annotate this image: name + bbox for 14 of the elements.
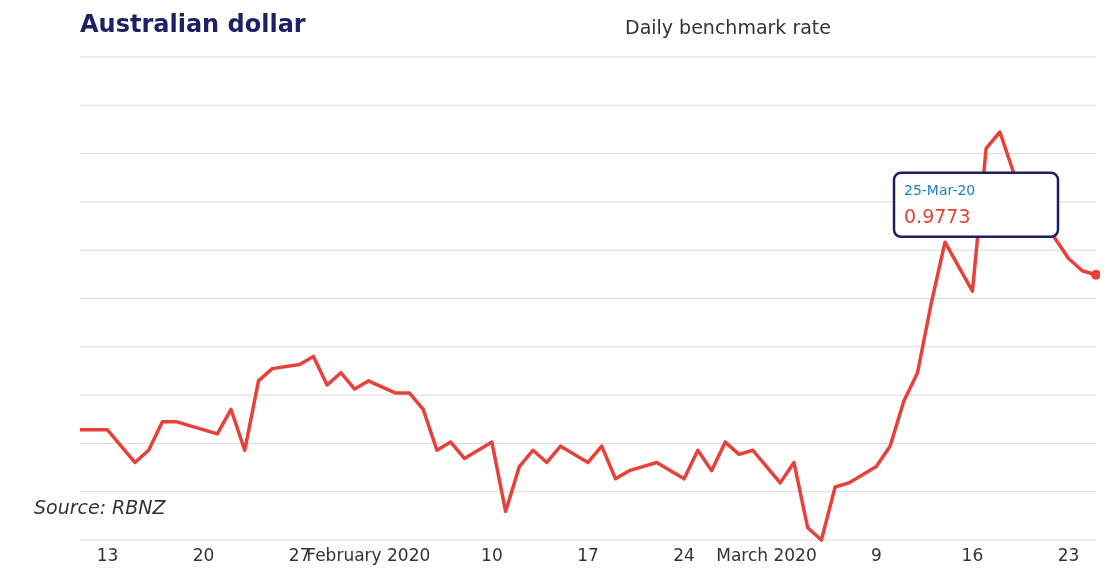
annotation: 25-Mar-20 0.9773: [904, 181, 976, 227]
x-tick-label: 24: [673, 545, 695, 565]
chart-title: Australian dollar: [80, 10, 306, 38]
x-tick-label: 10: [481, 545, 503, 565]
x-tick-label: 23: [1057, 545, 1080, 565]
annotation: Source: RBNZ: [34, 496, 166, 518]
x-tick-label: March 2020: [716, 545, 817, 565]
x-tick-label: 9: [870, 545, 882, 565]
x-tick-label: 17: [577, 545, 599, 565]
x-tick-label: 16: [961, 545, 984, 565]
tooltip-box: 25-Mar-20 0.9773: [892, 171, 1060, 239]
x-tick-label: 20: [192, 545, 215, 565]
chart-subtitle: Daily benchmark rate: [624, 16, 832, 38]
x-tick-label: 13: [96, 545, 119, 565]
